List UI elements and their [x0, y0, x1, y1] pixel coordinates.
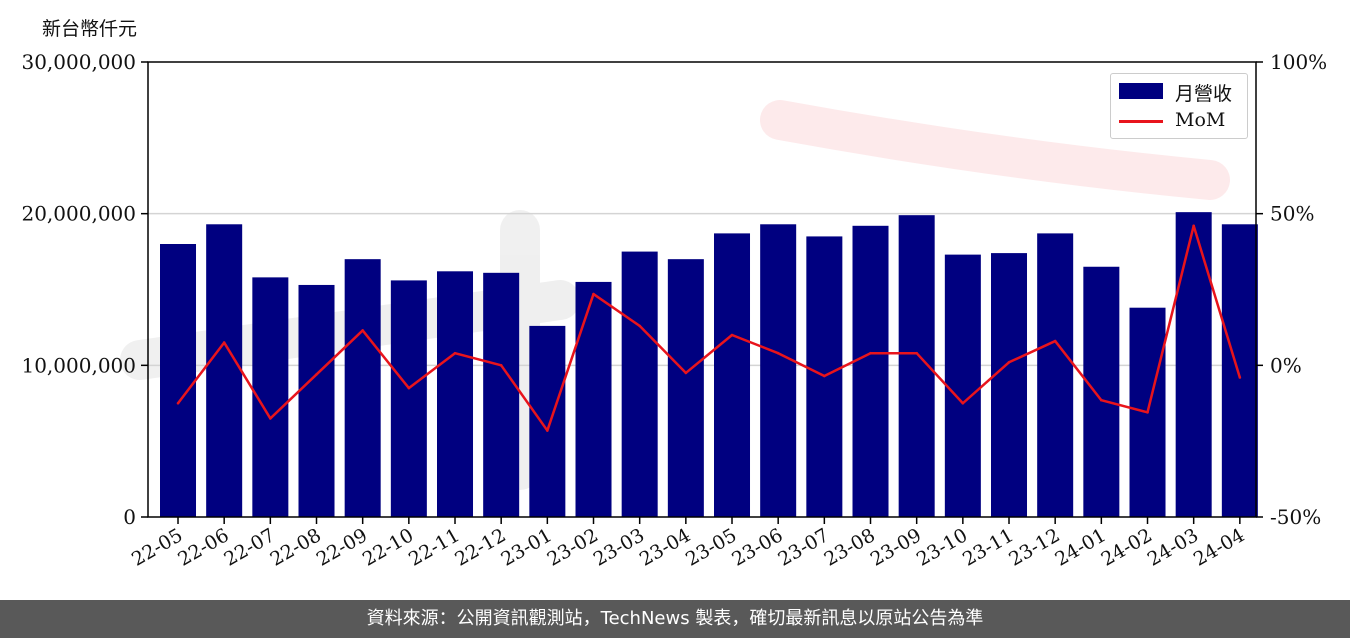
mom-point-23-09 [915, 351, 918, 355]
x-tick-label-22-08: 22-08 [267, 524, 325, 570]
x-tick-label-23-06: 23-06 [728, 524, 786, 570]
revenue-bar-24-03 [1175, 212, 1212, 517]
legend-item-revenue: 月營收 [1117, 78, 1243, 105]
mom-point-23-02 [592, 292, 595, 296]
y-right-tick-label: 0% [1270, 353, 1302, 377]
revenue-bar-23-02 [575, 281, 612, 517]
x-tick-label-22-09: 22-09 [313, 524, 371, 570]
legend-item-mom: MoM [1117, 108, 1243, 134]
x-tick-label-23-02: 23-02 [544, 524, 602, 570]
mom-line-layer [176, 224, 1242, 432]
revenue-bar-22-05 [160, 244, 197, 517]
x-tick-label-22-11: 22-11 [405, 524, 463, 570]
mom-point-22-10 [407, 386, 411, 390]
bars [160, 212, 1258, 518]
mom-point-23-06 [776, 351, 780, 355]
source-footer: 資料來源：公開資訊觀測站，TechNews 製表，確切最新訊息以原站公告為準 [0, 600, 1350, 638]
x-tick-label-23-03: 23-03 [590, 524, 648, 570]
revenue-bar-24-01 [1083, 266, 1120, 517]
revenue-bar-23-11 [991, 253, 1028, 517]
revenue-bar-23-04 [667, 259, 704, 517]
y-left-tick-label: 0 [123, 505, 136, 529]
revenue-bar-24-04 [1221, 224, 1258, 518]
y-left-tick-label: 10,000,000 [21, 353, 136, 377]
revenue-bar-22-11 [437, 271, 474, 517]
y-unit-label: 新台幣仟元 [42, 18, 138, 40]
x-tick-label-24-01: 24-01 [1051, 524, 1109, 570]
x-tick-label-23-05: 23-05 [682, 524, 740, 570]
x-tick-label-23-09: 23-09 [867, 524, 925, 570]
revenue-bar-23-08 [852, 225, 889, 518]
mom-point-24-02 [1146, 411, 1149, 414]
x-tick-label-22-12: 22-12 [451, 524, 509, 570]
revenue-bar-22-09 [344, 259, 381, 517]
mom-point-22-08 [315, 373, 318, 376]
revenue-bar-22-12 [483, 272, 520, 517]
mom-point-24-04 [1238, 376, 1242, 379]
x-tick-label-23-11: 23-11 [959, 524, 1017, 570]
x-tick-label-23-12: 23-12 [1005, 524, 1063, 570]
mom-point-23-12 [1053, 339, 1057, 343]
mom-point-22-07 [269, 417, 272, 420]
revenue-mom-chart: 0 10,000,000 20,000,000 30,000,000 -50% 0% 50%… [21, 50, 1327, 571]
mom-point-23-11 [1007, 361, 1011, 364]
mom-point-23-05 [730, 333, 734, 337]
plot-frame [147, 61, 1257, 518]
x-tick-label-23-07: 23-07 [774, 524, 832, 570]
mom-point-22-09 [361, 329, 364, 332]
mom-point-24-03 [1192, 224, 1195, 228]
revenue-bar-23-06 [760, 224, 797, 518]
mom-point-23-10 [961, 401, 965, 405]
y-left-tick-label: 20,000,000 [21, 202, 136, 226]
revenue-bar-23-10 [944, 254, 981, 517]
legend-label-mom: MoM [1175, 109, 1226, 131]
mom-point-23-03 [638, 324, 641, 328]
mom-point-22-05 [176, 401, 180, 405]
legend: 月營收 MoM [1110, 73, 1248, 139]
x-tick-label-23-04: 23-04 [636, 524, 694, 570]
x-tick-label-24-03: 24-03 [1144, 524, 1202, 570]
x-tick-label-24-02: 24-02 [1098, 524, 1156, 570]
mom-point-22-11 [453, 351, 457, 355]
legend-swatch-mom [1119, 120, 1163, 123]
axes [141, 61, 1263, 524]
y-right-tick-label: 100% [1270, 50, 1327, 74]
x-tick-label-22-07: 22-07 [220, 524, 278, 570]
revenue-bar-23-01 [529, 325, 566, 517]
y-left-tick-label: 30,000,000 [21, 50, 136, 74]
x-tick-label-22-06: 22-06 [174, 524, 232, 570]
revenue-bar-23-03 [621, 251, 658, 518]
revenue-bar-22-06 [206, 224, 243, 518]
x-tick-label-23-10: 23-10 [913, 524, 971, 570]
revenue-bar-22-10 [390, 280, 427, 517]
x-tick-label-23-08: 23-08 [821, 524, 879, 570]
mom-point-22-12 [499, 364, 503, 367]
mom-point-23-01 [546, 429, 549, 432]
mom-line [177, 224, 1242, 432]
legend-swatch-revenue [1119, 83, 1163, 99]
revenue-bar-23-12 [1037, 233, 1074, 517]
x-tick-label-24-04: 24-04 [1190, 524, 1248, 570]
revenue-bar-23-05 [714, 233, 751, 517]
mom-point-23-07 [823, 374, 826, 378]
mom-point-23-04 [684, 371, 688, 375]
revenue-bar-22-08 [298, 284, 335, 517]
mom-point-24-01 [1100, 398, 1103, 402]
x-tick-label-22-10: 22-10 [359, 524, 417, 570]
x-tick-label-23-01: 23-01 [497, 524, 555, 570]
legend-label-revenue: 月營收 [1175, 83, 1233, 105]
y-right-tick-label: 50% [1270, 202, 1314, 226]
x-tick-label-22-05: 22-05 [128, 524, 186, 570]
y-right-tick-label: -50% [1270, 505, 1321, 529]
mom-point-22-06 [222, 341, 226, 344]
mom-point-23-08 [869, 351, 872, 355]
